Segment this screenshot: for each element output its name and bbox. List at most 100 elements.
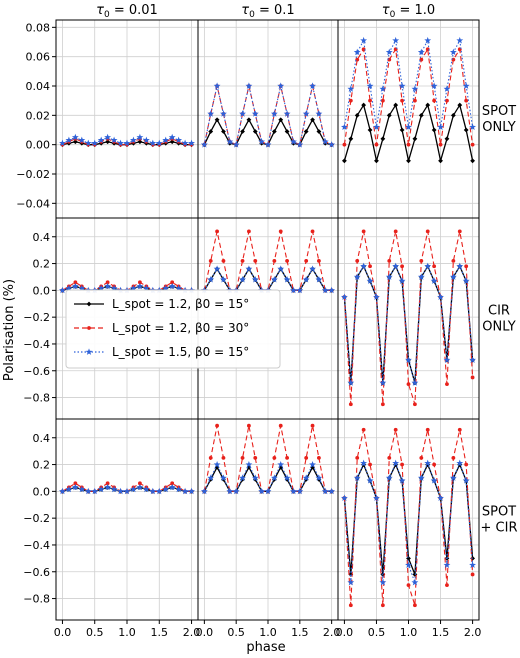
series-s3-point: [258, 138, 266, 145]
series-s3-point: [251, 276, 259, 283]
series-s2-point: [380, 98, 385, 103]
legend-s3-label: L_spot = 1.5, β0 = 15°: [112, 345, 249, 359]
series-s3-point: [207, 276, 215, 283]
series-s3-point: [360, 36, 368, 44]
row-label-1: ONLY: [482, 320, 515, 335]
legend-s2-label: L_spot = 1.2, β0 = 30°: [112, 321, 249, 335]
series-s3-point: [65, 284, 73, 292]
series-s2-point: [457, 229, 462, 234]
series-s2-point: [73, 481, 78, 486]
series-s3-point: [149, 487, 157, 495]
series-s1-point: [450, 112, 456, 118]
series-s3-point: [456, 262, 464, 270]
series-s1-point: [348, 572, 354, 577]
series-s3-point: [123, 139, 131, 147]
series-s2-point: [438, 142, 443, 147]
y-tick-label: 0.0: [33, 485, 51, 498]
series-s2-point: [464, 462, 469, 467]
series-s3-point: [443, 356, 451, 363]
row-label-2: SPOT: [482, 505, 516, 520]
series-s2-point: [310, 423, 315, 428]
series-s3-point: [245, 460, 253, 468]
series-s2-point: [355, 455, 360, 460]
series-s1-point: [169, 139, 175, 145]
series-s1-point: [316, 129, 322, 134]
series-s3-point: [175, 485, 183, 493]
y-tick-label: −0.2: [23, 311, 50, 324]
series-s3-point: [142, 136, 150, 144]
x-tick-label: 0.5: [368, 626, 386, 639]
series-s2-point: [355, 258, 360, 263]
series-s3-point: [59, 286, 66, 294]
series-s2-point: [368, 264, 372, 269]
series-s2-line: [62, 138, 192, 146]
series-s2-point: [272, 258, 277, 263]
column-title-2: τ0 = 1.0: [382, 3, 435, 20]
series-s1-point: [418, 112, 424, 118]
series-s3-point: [392, 262, 400, 270]
series-s3-point: [97, 485, 105, 493]
series-s3-point: [91, 487, 99, 495]
series-s2-point: [73, 280, 78, 285]
series-s3-point: [462, 477, 470, 484]
series-s2-point: [464, 98, 469, 103]
series-s3-point: [430, 477, 438, 484]
series-s3-point: [207, 110, 215, 117]
y-tick-label: 0.06: [26, 51, 51, 64]
series-s3-point: [417, 48, 425, 56]
x-tick-label: 1.5: [291, 626, 309, 639]
y-tick-label: −0.4: [23, 539, 50, 552]
series-s3-point: [245, 82, 253, 89]
y-tick-label: −0.04: [16, 197, 50, 210]
y-tick-label: −0.8: [23, 593, 50, 606]
series-s3-point: [296, 487, 304, 495]
y-tick-label: −0.4: [23, 338, 50, 351]
series-s3-point: [136, 133, 144, 141]
series-s3-point: [315, 110, 323, 117]
series-s3-point: [162, 136, 170, 144]
series-s3-point: [385, 474, 393, 481]
x-axis-label: phase: [246, 640, 285, 655]
series-s3-line: [62, 136, 192, 144]
series-s3-point: [200, 487, 208, 495]
series-s2-point: [419, 258, 424, 263]
series-s3-point: [239, 110, 246, 117]
series-s3-point: [110, 485, 118, 493]
series-s1-point: [406, 555, 411, 561]
series-s2-point: [393, 229, 398, 234]
series-s3-point: [283, 110, 291, 117]
y-tick-label: 0.00: [26, 139, 51, 152]
series-s2-point: [342, 142, 347, 147]
series-s3-line: [203, 463, 332, 492]
series-s3-point: [239, 474, 246, 481]
series-s3-point: [84, 487, 92, 495]
x-tick-label: 1.5: [432, 626, 450, 639]
y-tick-label: 0.0: [33, 284, 51, 297]
series-s3-point: [385, 48, 393, 56]
series-s2-point: [425, 229, 430, 234]
tick-layer: −0.04 −0.02 0.00 0.02 0.04 0.06 0.08 −0.8 −0.6 −0…: [16, 21, 481, 639]
series-s3-point: [366, 82, 374, 89]
series-s3-point: [162, 284, 170, 292]
series-s3-point: [104, 282, 112, 290]
series-s3-point: [315, 276, 323, 283]
series-s3-point: [251, 474, 259, 481]
series-s3-point: [379, 85, 387, 92]
series-s2-point: [348, 603, 353, 608]
series-s3-point: [84, 139, 92, 147]
series-s2-point: [278, 229, 283, 234]
series-s3-point: [168, 133, 176, 141]
series-s1-point: [72, 139, 78, 145]
series-s3-point: [136, 282, 144, 290]
series-s3-point: [411, 379, 419, 386]
series-s2-point: [368, 462, 372, 467]
series-s2-point: [348, 402, 353, 407]
series-s3-point: [379, 578, 387, 586]
series-s3-point: [78, 485, 86, 493]
series-s3-point: [385, 273, 393, 280]
series-s3-point: [78, 284, 86, 292]
series-s1-point: [393, 102, 399, 108]
series-s1-point: [214, 117, 220, 123]
